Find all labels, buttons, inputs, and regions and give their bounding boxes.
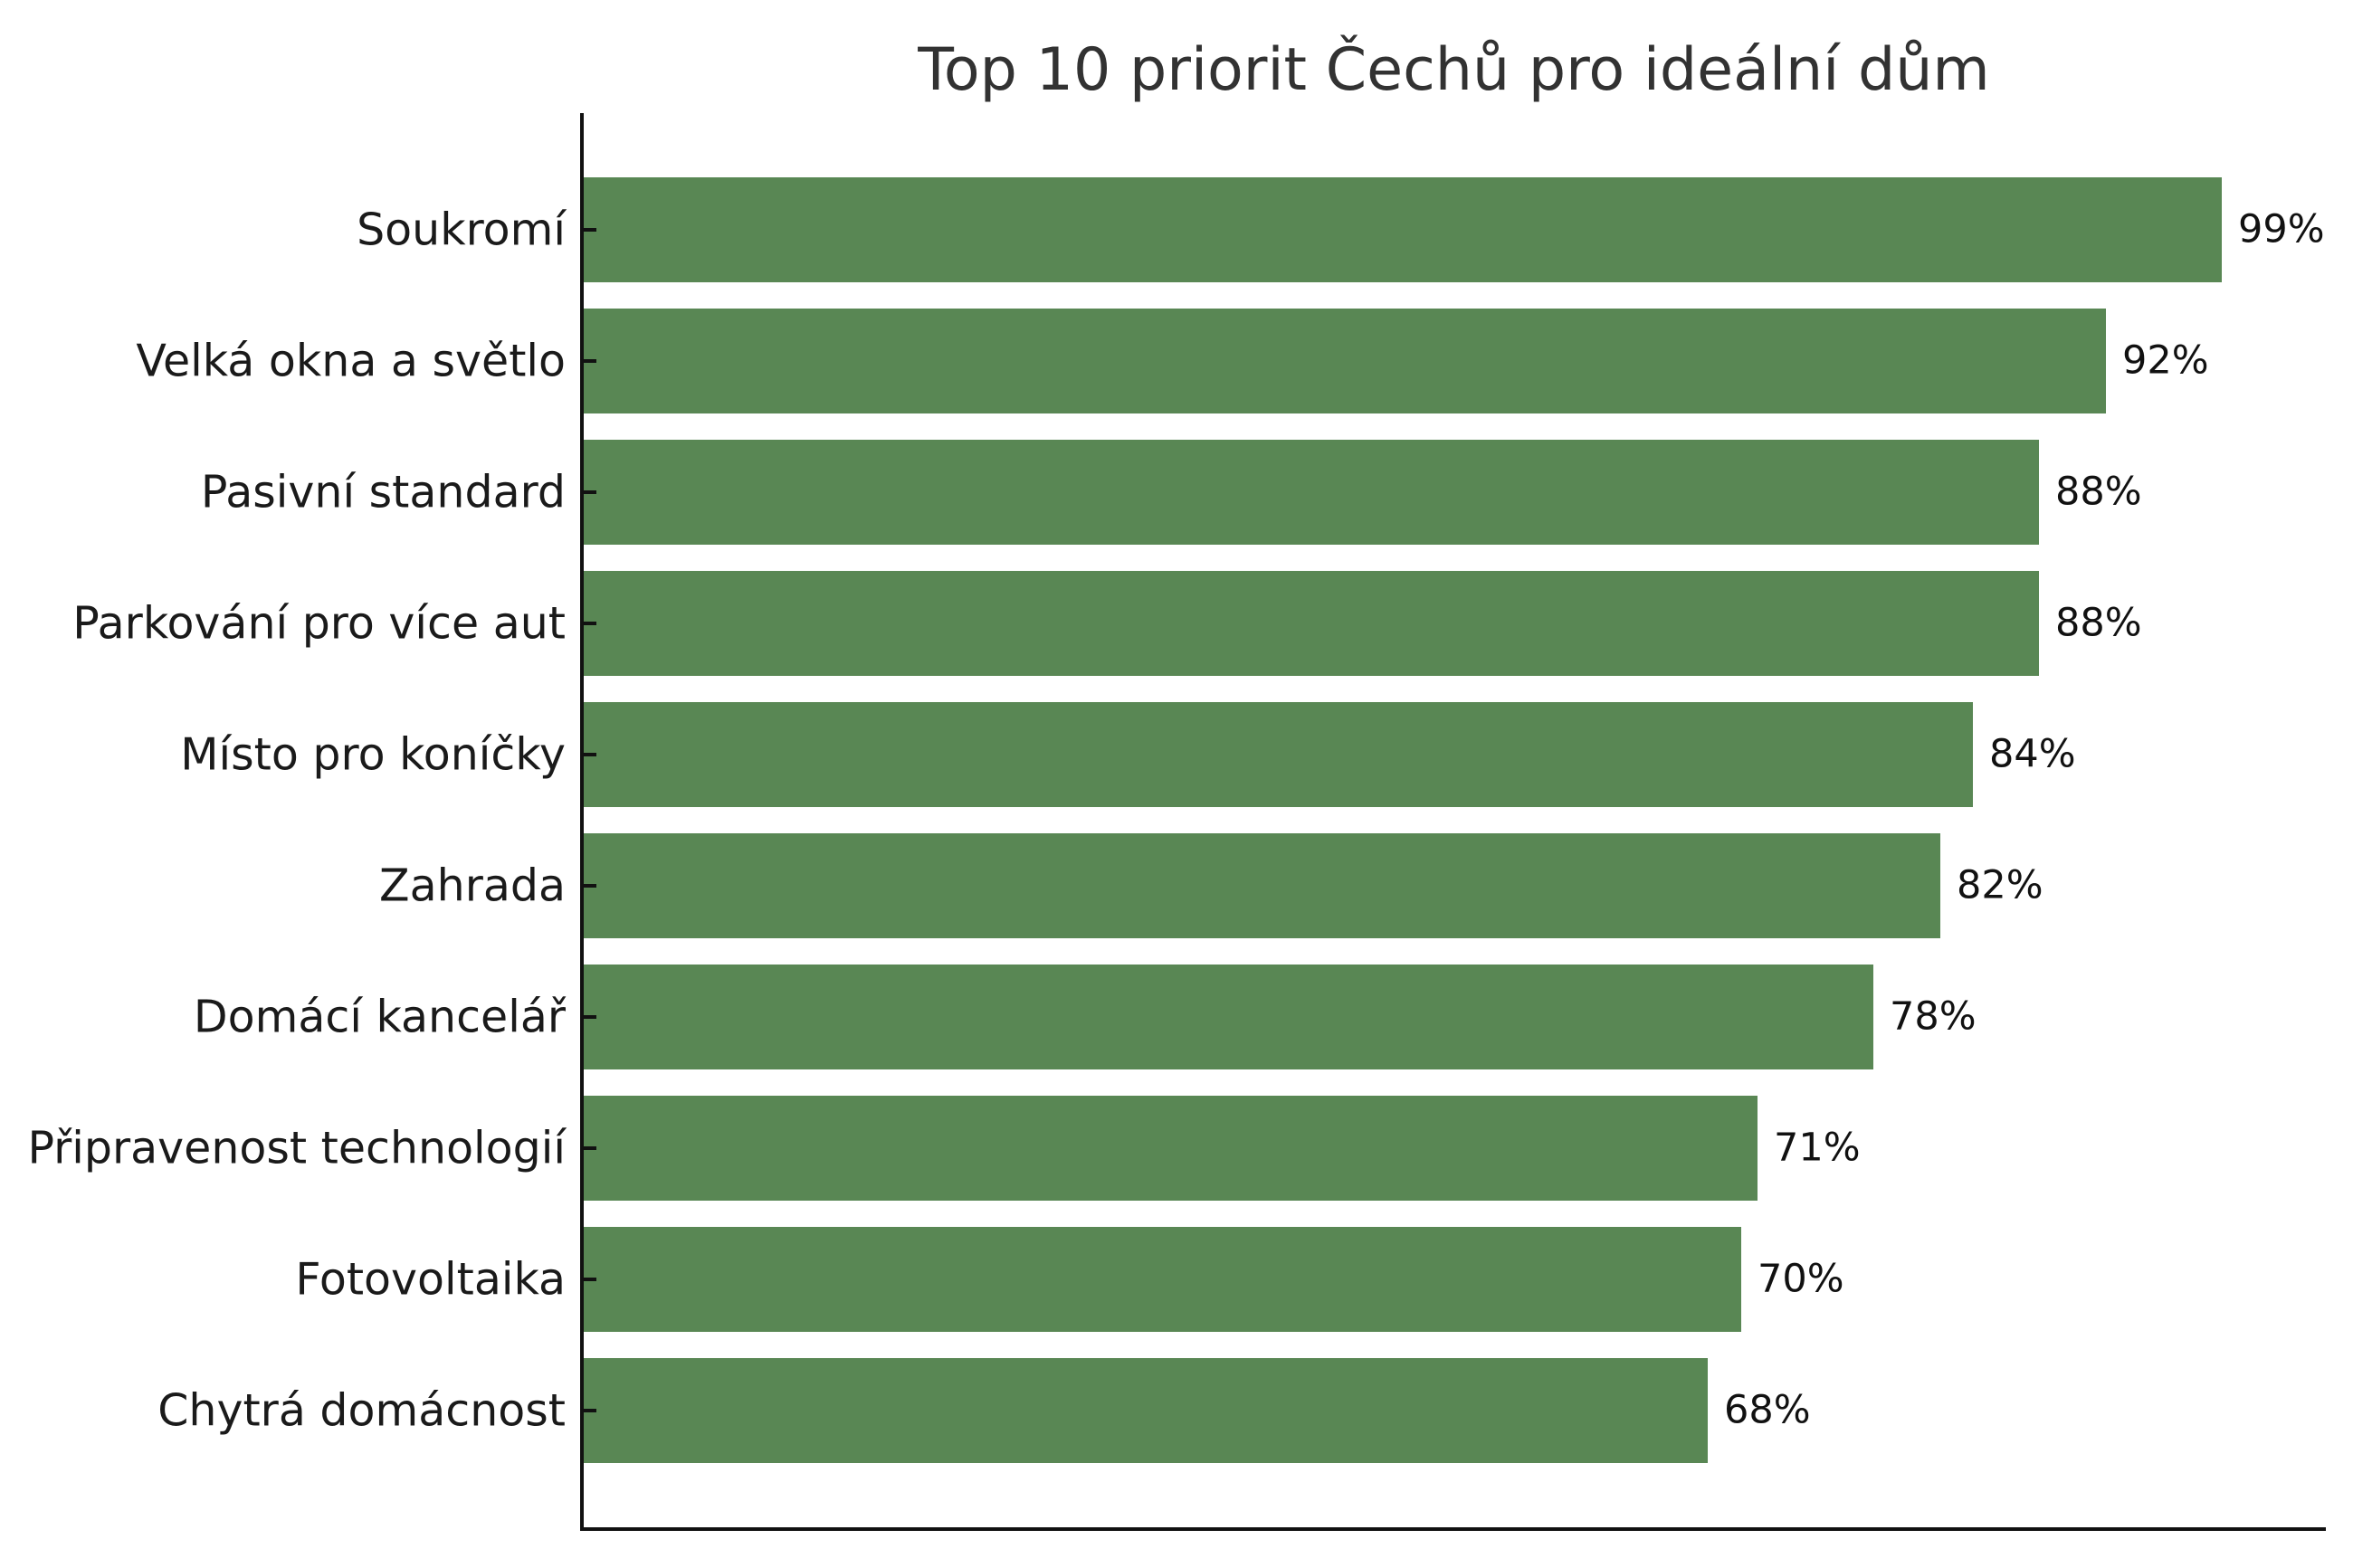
bar <box>582 440 2039 545</box>
category-label: Velká okna a světlo <box>136 335 566 387</box>
y-tick-mark <box>582 884 596 888</box>
chart-title: Top 10 priorit Čechů pro ideální dům <box>918 36 1990 104</box>
value-label: 78% <box>1890 993 1977 1040</box>
x-axis-line <box>580 1527 2326 1531</box>
category-label: Chytrá domácnost <box>157 1384 566 1437</box>
bar <box>582 1358 1708 1463</box>
category-label: Soukromí <box>357 204 566 256</box>
y-tick-mark <box>582 1015 596 1019</box>
y-tick-mark <box>582 1278 596 1281</box>
category-label: Místo pro koníčky <box>180 728 566 781</box>
bar <box>582 309 2106 413</box>
y-tick-mark <box>582 228 596 232</box>
plot-area: Soukromí 99% Velká okna a světlo 92% Pasivní… <box>27 113 2326 1531</box>
category-label: Připravenost technologií <box>27 1122 566 1174</box>
y-tick-mark <box>582 1146 596 1150</box>
value-label: 88% <box>2055 600 2142 646</box>
bar <box>582 965 1873 1069</box>
category-label: Domácí kancelář <box>193 991 566 1043</box>
y-tick-mark <box>582 753 596 756</box>
value-label: 70% <box>1758 1256 1844 1302</box>
y-axis-line <box>580 113 584 1531</box>
value-label: 88% <box>2055 469 2142 515</box>
category-label: Pasivní standard <box>200 466 566 518</box>
category-label: Parkování pro více aut <box>72 597 566 650</box>
value-label: 71% <box>1774 1125 1861 1171</box>
category-label: Fotovoltaika <box>295 1253 566 1306</box>
bar <box>582 1096 1758 1201</box>
y-tick-mark <box>582 622 596 625</box>
value-label: 99% <box>2238 206 2325 252</box>
y-tick-mark <box>582 359 596 363</box>
value-label: 92% <box>2122 337 2209 384</box>
bar <box>582 1227 1741 1332</box>
bar <box>582 177 2222 282</box>
value-label: 84% <box>1989 731 2076 777</box>
y-tick-mark <box>582 1409 596 1412</box>
value-label: 82% <box>1957 862 2043 908</box>
bar <box>582 702 1973 807</box>
bar <box>582 571 2039 676</box>
y-tick-mark <box>582 490 596 494</box>
category-label: Zahrada <box>379 860 566 912</box>
value-label: 68% <box>1724 1387 1811 1433</box>
bar <box>582 833 1940 938</box>
